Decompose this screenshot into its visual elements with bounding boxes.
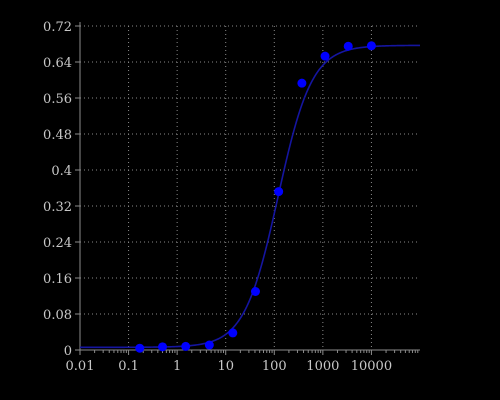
x-tick-label: 0.1 [118,359,139,374]
grid [80,25,420,350]
x-tick-label: 1000 [306,359,339,374]
y-tick-label: 0.32 [43,200,72,215]
y-axis-ticks: 0 0.08 0.16 0.24 0.32 0.4 0.48 0.56 0.64 0.72 [43,20,80,359]
x-tick-label: 10000 [351,359,392,374]
y-tick-label: 0.56 [43,92,72,107]
y-tick-label: 0.72 [43,20,72,35]
y-tick-label: 0.4 [51,164,72,179]
data-point [366,41,376,51]
data-point [297,78,307,88]
y-tick-label: 0.48 [43,128,72,143]
data-point [250,287,260,296]
y-tick-label: 0 [64,344,72,359]
x-axis-ticks: 0.01 0.1 1 10 100 1000 10000 [66,350,419,374]
y-tick-label: 0.24 [43,236,72,251]
x-tick-label: 1 [173,359,181,374]
x-tick-label: 0.01 [66,359,95,374]
data-point [135,343,145,353]
data-point [320,51,330,61]
y-tick-label: 0.08 [43,308,72,323]
x-tick-label: 100 [262,359,287,374]
y-tick-label: 0.16 [43,272,72,287]
data-point [343,41,353,51]
data-point [204,340,214,350]
data-point [228,328,238,338]
data-point [158,342,168,352]
y-tick-label: 0.64 [43,56,72,71]
data-point [181,341,191,351]
data-points [135,41,376,353]
x-tick-label: 10 [217,359,234,374]
data-point [274,187,284,197]
